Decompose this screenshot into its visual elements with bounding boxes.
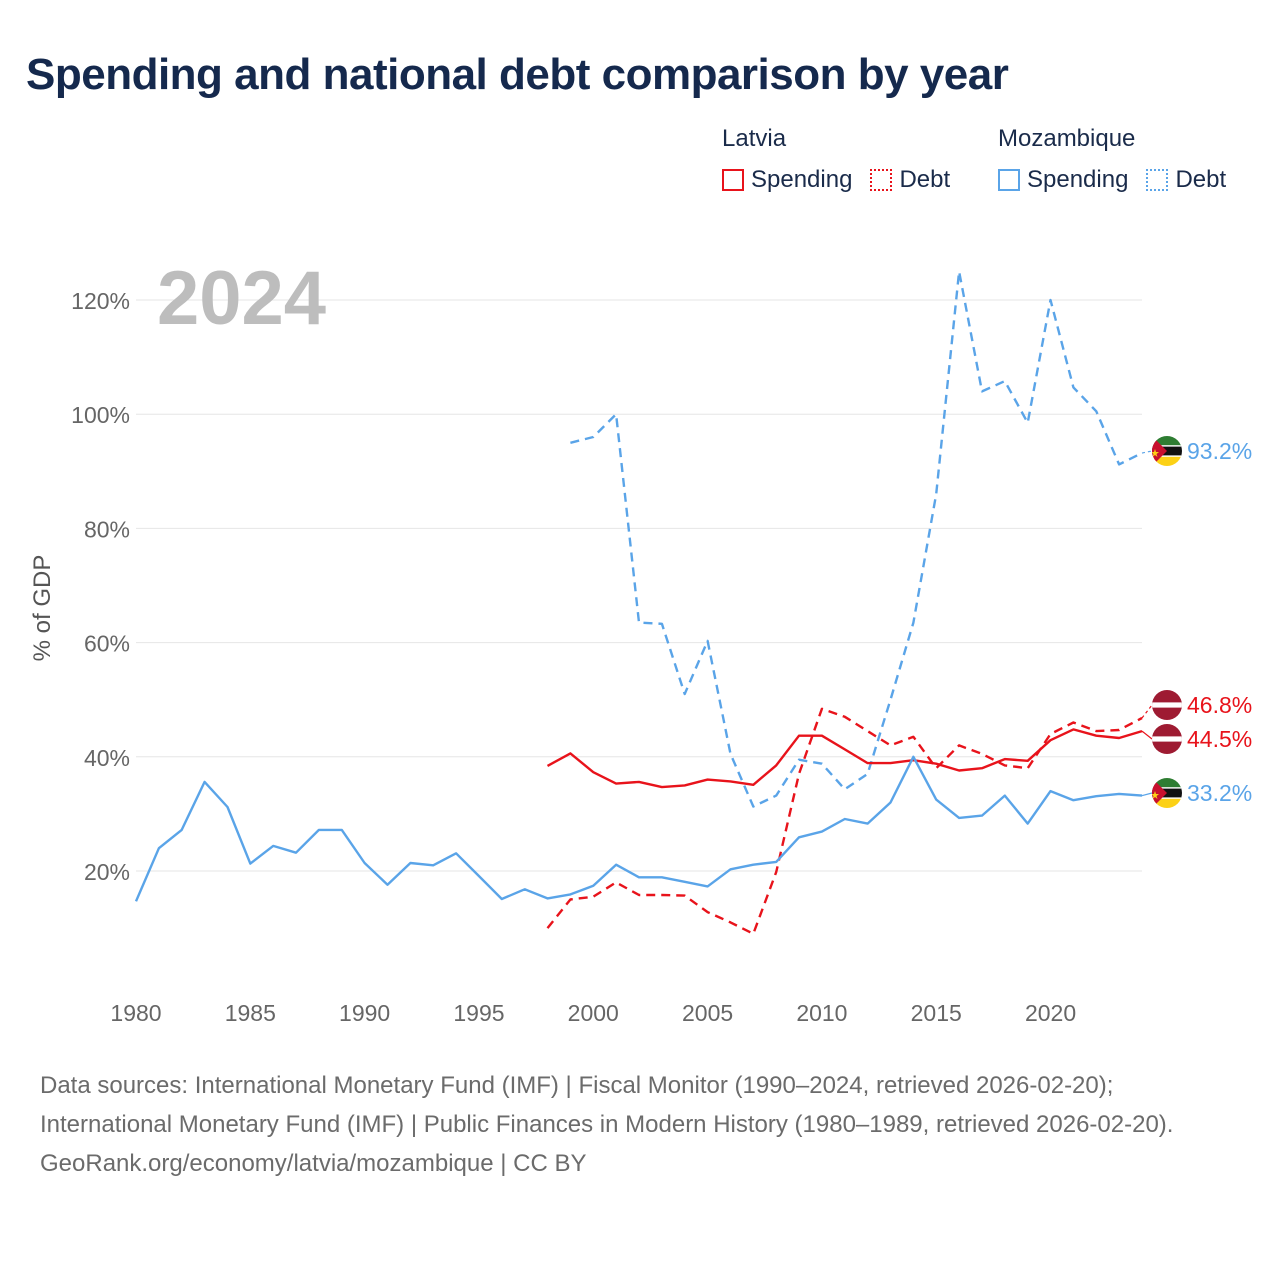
legend-swatch-dotted	[1146, 169, 1169, 191]
credit-link[interactable]: GeoRank.org/economy/latvia/mozambique | …	[40, 1150, 587, 1177]
leader-line	[1141, 730, 1153, 740]
legend-swatch-solid	[722, 169, 744, 191]
y-axis-label: % of GDP	[29, 555, 56, 662]
latvia-flag-icon	[1152, 724, 1182, 754]
x-tick-label: 1980	[110, 1000, 161, 1026]
legend-item-label: Debt	[1175, 166, 1227, 193]
legend-group-latvia: Latvia Spending Debt	[722, 124, 968, 194]
end-marker-latvia-spending: 44.5%	[1141, 724, 1252, 754]
end-marker-mozambique-debt: 93.2%	[1141, 436, 1252, 466]
legend-group-mozambique: Mozambique Spending Debt	[998, 124, 1244, 194]
end-value-label: 33.2%	[1187, 780, 1252, 806]
leader-line	[1141, 792, 1153, 797]
end-value-label: 44.5%	[1187, 726, 1252, 752]
gridlines	[136, 299, 1142, 872]
series-line-mozambique-spending[interactable]	[134, 755, 1143, 902]
end-marker-latvia-debt: 46.8%	[1141, 690, 1252, 720]
footer: Data sources: International Monetary Fun…	[40, 1066, 1240, 1183]
x-tick-label: 1990	[339, 1000, 390, 1026]
series-lines	[134, 270, 1143, 935]
mozambique-flag-icon	[1152, 436, 1182, 466]
year-watermark: 2024	[157, 256, 326, 341]
legend-country-label: Mozambique	[998, 125, 1136, 152]
y-tick-label: 80%	[84, 516, 130, 542]
end-labels: 93.2% 46.8% 44.5% 33.2%	[1141, 436, 1252, 808]
x-tick-label: 2005	[682, 1000, 733, 1026]
x-tick-label: 1995	[453, 1000, 504, 1026]
legend-item-latvia-debt[interactable]: Debt	[870, 166, 950, 194]
legend-item-label: Spending	[1027, 166, 1129, 193]
legend-item-label: Spending	[751, 166, 853, 193]
y-tick-label: 100%	[71, 402, 130, 428]
leader-line	[1141, 704, 1153, 719]
series-line-latvia-spending[interactable]	[546, 728, 1143, 789]
legend-swatch-solid	[998, 169, 1020, 191]
legend-item-mozambique-spending[interactable]: Spending	[998, 166, 1128, 194]
line-chart: 2024 % of GDP 20% 40% 60% 80% 100% 120% 1980 19…	[29, 256, 1252, 1026]
end-marker-mozambique-spending: 33.2%	[1141, 778, 1252, 808]
legend-swatch-dotted	[870, 169, 893, 191]
legend-item-mozambique-debt[interactable]: Debt	[1146, 166, 1226, 194]
end-value-label: 46.8%	[1187, 692, 1252, 718]
x-tick-label: 1985	[225, 1000, 276, 1026]
x-tick-label: 2000	[568, 1000, 619, 1026]
y-tick-label: 60%	[84, 631, 130, 657]
x-tick-label: 2020	[1025, 1000, 1076, 1026]
series-line-latvia-debt[interactable]	[546, 707, 1143, 935]
mozambique-flag-icon	[1152, 778, 1182, 808]
y-tick-label: 20%	[84, 859, 130, 885]
leader-line	[1141, 450, 1153, 454]
legend-item-latvia-spending[interactable]: Spending	[722, 166, 852, 194]
data-sources: Data sources: International Monetary Fun…	[40, 1072, 1174, 1138]
axis-ticks: 20% 40% 60% 80% 100% 120% 1980 1985 1990 1995 2000…	[71, 288, 1076, 1026]
legend-country-label: Latvia	[722, 125, 787, 152]
legend-item-label: Debt	[899, 166, 951, 193]
end-value-label: 93.2%	[1187, 438, 1252, 464]
series-line-mozambique-debt[interactable]	[570, 270, 1143, 808]
latvia-flag-icon	[1152, 690, 1182, 720]
x-tick-label: 2010	[796, 1000, 847, 1026]
x-tick-label: 2015	[911, 1000, 962, 1026]
chart-title: Spending and national debt comparison by…	[26, 50, 1009, 99]
y-tick-label: 120%	[71, 288, 130, 314]
y-tick-label: 40%	[84, 745, 130, 771]
